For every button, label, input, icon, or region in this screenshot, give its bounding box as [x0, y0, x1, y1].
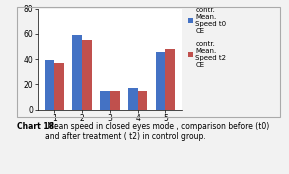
- Bar: [128, 88, 138, 110]
- Bar: [165, 49, 175, 110]
- Bar: [110, 91, 120, 110]
- Legend: contr.
Mean.
Speed t0
CE, contr.
Mean.
Speed t2
CE: contr. Mean. Speed t0 CE, contr. Mean. S…: [188, 7, 227, 68]
- Bar: [72, 35, 82, 110]
- Bar: [156, 52, 165, 110]
- Text: Chart 18:: Chart 18:: [17, 122, 58, 131]
- Bar: [45, 60, 54, 110]
- Bar: [100, 91, 110, 110]
- Bar: [82, 40, 92, 110]
- Bar: [54, 63, 64, 110]
- Bar: [138, 91, 147, 110]
- Text: Mean speed in closed eyes mode , comparison before (t0)
and after treatment ( t2: Mean speed in closed eyes mode , compari…: [45, 122, 269, 141]
